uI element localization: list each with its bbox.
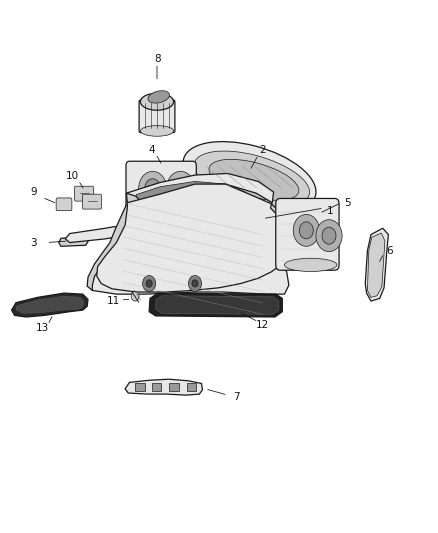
Text: 13: 13 <box>35 322 49 333</box>
Text: 6: 6 <box>386 246 392 255</box>
Ellipse shape <box>141 126 173 136</box>
Ellipse shape <box>285 259 337 271</box>
Circle shape <box>166 171 194 205</box>
Text: 5: 5 <box>345 198 351 208</box>
Polygon shape <box>97 184 287 292</box>
Polygon shape <box>271 204 288 264</box>
Bar <box>169 383 179 391</box>
Circle shape <box>192 280 198 287</box>
Polygon shape <box>155 296 279 314</box>
FancyBboxPatch shape <box>126 161 196 217</box>
Ellipse shape <box>141 93 173 110</box>
FancyBboxPatch shape <box>74 186 94 201</box>
Polygon shape <box>92 251 289 294</box>
Circle shape <box>293 214 319 246</box>
Text: 3: 3 <box>30 238 37 247</box>
Text: 4: 4 <box>148 144 155 155</box>
Polygon shape <box>16 296 84 313</box>
Circle shape <box>145 179 160 198</box>
FancyBboxPatch shape <box>276 198 339 270</box>
Ellipse shape <box>135 205 198 221</box>
Text: 9: 9 <box>30 187 37 197</box>
Polygon shape <box>87 193 143 290</box>
Bar <box>135 383 145 391</box>
Polygon shape <box>59 237 88 246</box>
Ellipse shape <box>148 91 170 103</box>
Text: 8: 8 <box>155 54 161 64</box>
Circle shape <box>299 222 313 239</box>
Text: 2: 2 <box>259 144 266 155</box>
Bar <box>187 383 196 391</box>
Circle shape <box>316 220 342 252</box>
Ellipse shape <box>183 142 316 213</box>
Circle shape <box>143 276 155 292</box>
Polygon shape <box>149 293 283 317</box>
FancyBboxPatch shape <box>56 198 72 211</box>
Polygon shape <box>12 293 88 317</box>
Circle shape <box>173 179 188 198</box>
Ellipse shape <box>194 151 310 206</box>
Polygon shape <box>367 233 385 297</box>
Polygon shape <box>136 181 245 201</box>
Bar <box>152 383 161 391</box>
Circle shape <box>131 292 139 301</box>
Polygon shape <box>365 228 389 301</box>
Text: 11: 11 <box>107 296 120 306</box>
Circle shape <box>188 276 201 292</box>
Polygon shape <box>65 227 122 243</box>
FancyBboxPatch shape <box>82 194 102 209</box>
Text: 10: 10 <box>66 171 79 181</box>
Text: 12: 12 <box>256 320 269 330</box>
FancyBboxPatch shape <box>139 100 175 133</box>
Text: 7: 7 <box>233 392 240 402</box>
Circle shape <box>146 280 152 287</box>
Circle shape <box>139 171 166 205</box>
Circle shape <box>322 227 336 244</box>
Text: 1: 1 <box>327 206 334 216</box>
Polygon shape <box>125 379 202 395</box>
Ellipse shape <box>209 159 299 200</box>
Polygon shape <box>127 173 274 203</box>
